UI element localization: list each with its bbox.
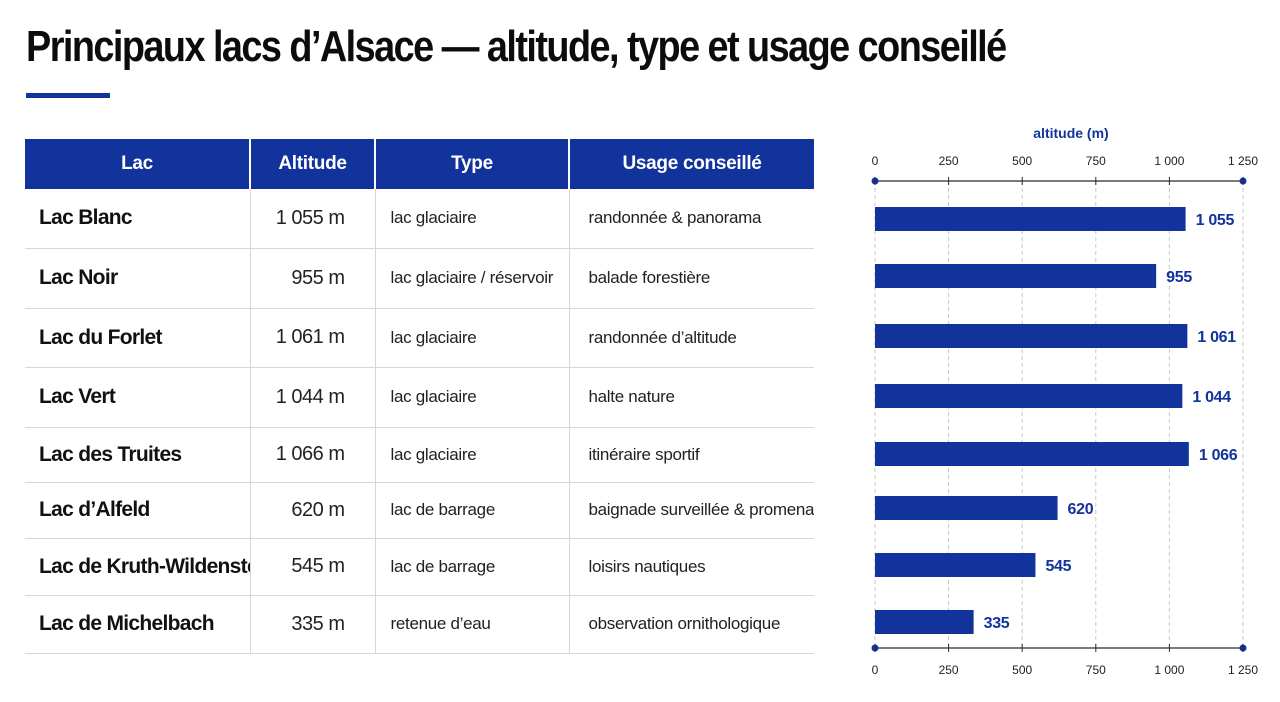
top-tick-label: 0 (872, 154, 879, 168)
lake-altitude: 1 061 m (249, 308, 375, 368)
lake-usage: itinéraire sportif (568, 427, 814, 483)
header-lac: Lac (25, 139, 250, 189)
bar (875, 264, 1157, 288)
table-row: Lac d’Alfeld 620 m lac de barrage baigna… (25, 482, 814, 539)
top-tick-label: 1 250 (1228, 154, 1258, 168)
bar (875, 442, 1189, 466)
header-type: Type (374, 139, 569, 189)
lake-usage: halte nature (568, 367, 814, 428)
lake-type: lac glaciaire / réservoir (374, 248, 569, 309)
lake-altitude: 620 m (249, 482, 375, 539)
table-row: Lac de Michelbach 335 m retenue d’eau ob… (25, 595, 814, 654)
lake-name: Lac de Michelbach (25, 595, 250, 654)
bar (875, 610, 974, 634)
lake-name: Lac des Truites (25, 427, 250, 483)
lake-name: Lac Vert (25, 367, 250, 428)
lake-usage: loisirs nautiques (568, 538, 814, 596)
x-axis-label: altitude (m) (1033, 125, 1108, 141)
lake-altitude: 335 m (249, 595, 375, 654)
lake-altitude: 1 066 m (249, 427, 375, 483)
bar (875, 324, 1188, 348)
lake-type: lac glaciaire (374, 189, 569, 249)
bottom-tick-label: 1 250 (1228, 663, 1258, 677)
lake-altitude: 955 m (249, 248, 375, 309)
bar-value-label: 545 (1045, 558, 1071, 575)
top-tick-label: 500 (1012, 154, 1032, 168)
table-row: Lac Vert 1 044 m lac glaciaire halte nat… (25, 367, 814, 428)
lake-name: Lac d’Alfeld (25, 482, 250, 539)
lake-usage: randonnée d’altitude (568, 308, 814, 368)
bar (875, 553, 1036, 577)
top-tick-label: 250 (939, 154, 959, 168)
bar (875, 207, 1186, 231)
lake-name: Lac du Forlet (25, 308, 250, 368)
lake-type: lac de barrage (374, 538, 569, 596)
page-title: Principaux lacs d’Alsace — altitude, typ… (26, 22, 1007, 71)
bar (875, 496, 1058, 520)
lake-altitude: 1 044 m (249, 367, 375, 428)
lake-name: Lac Noir (25, 248, 250, 309)
lake-type: lac glaciaire (374, 427, 569, 483)
title-underline (26, 93, 110, 98)
lake-altitude: 545 m (249, 538, 375, 596)
table-row: Lac de Kruth-Wildenstein 545 m lac de ba… (25, 538, 814, 596)
bottom-tick-label: 1 000 (1154, 663, 1184, 677)
lake-name: Lac Blanc (25, 189, 250, 249)
table-row: Lac Noir 955 m lac glaciaire / réservoir… (25, 248, 814, 309)
altitude-bar-chart: altitude (m) 0 0 250 250 500 500 750 750 1 000 1 0… (871, 125, 1258, 677)
lake-type: retenue d’eau (374, 595, 569, 654)
lake-usage: balade forestière (568, 248, 814, 309)
bar-value-label: 1 055 (1196, 212, 1235, 229)
lake-type: lac de barrage (374, 482, 569, 539)
lake-type: lac glaciaire (374, 367, 569, 428)
lake-type: lac glaciaire (374, 308, 569, 368)
bar (875, 384, 1183, 408)
bar-value-label: 1 066 (1199, 447, 1238, 464)
bottom-tick-label: 250 (939, 663, 959, 677)
lake-usage: observation ornithologique (568, 595, 814, 654)
bar-value-label: 1 044 (1192, 389, 1231, 406)
table-row: Lac du Forlet 1 061 m lac glaciaire rand… (25, 308, 814, 368)
bottom-tick-label: 500 (1012, 663, 1032, 677)
header-altitude: Altitude (249, 139, 375, 189)
lake-usage: baignade surveillée & promenade (568, 482, 814, 539)
table-header-row: Lac Altitude Type Usage conseillé (25, 139, 814, 189)
bar-value-label: 1 061 (1197, 329, 1236, 346)
bottom-tick-label: 0 (872, 663, 879, 677)
lake-usage: randonnée & panorama (568, 189, 814, 249)
bar-value-label: 620 (1068, 501, 1094, 518)
lakes-table: Lac Altitude Type Usage conseillé Lac Bl… (25, 139, 814, 654)
top-tick-label: 1 000 (1154, 154, 1184, 168)
top-tick-label: 750 (1086, 154, 1106, 168)
table-row: Lac des Truites 1 066 m lac glaciaire it… (25, 427, 814, 483)
bar-value-label: 335 (984, 615, 1010, 632)
header-usage: Usage conseillé (568, 139, 814, 189)
bottom-tick-label: 750 (1086, 663, 1106, 677)
lake-altitude: 1 055 m (249, 189, 375, 249)
lake-name: Lac de Kruth-Wildenstein (25, 538, 250, 596)
bar-value-label: 955 (1166, 269, 1192, 286)
table-row: Lac Blanc 1 055 m lac glaciaire randonné… (25, 189, 814, 249)
